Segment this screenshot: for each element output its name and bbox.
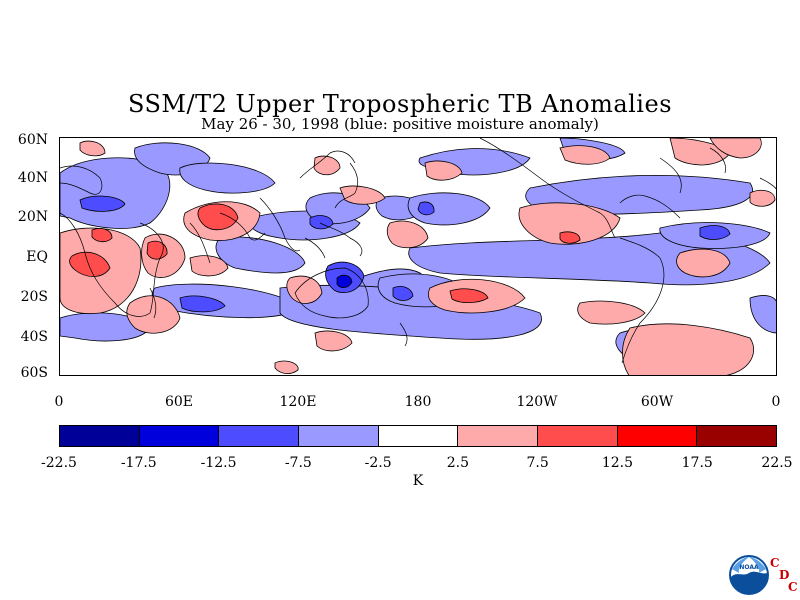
lat-label-40s: 40S <box>20 329 48 345</box>
colorbar-tick-label: -12.5 <box>200 455 237 471</box>
colorbar-tick-label: 22.5 <box>761 455 793 471</box>
colorbar-tick-label: -22.5 <box>41 455 77 471</box>
lon-label-120w: 120W <box>516 394 558 410</box>
lon-label-60w: 60W <box>640 394 674 410</box>
lon-label-0-east: 0 <box>771 394 781 410</box>
colorbar-tick-label: -17.5 <box>120 455 157 471</box>
lat-label-40n: 40N <box>17 170 48 186</box>
colorbar-tick-label: 7.5 <box>526 455 549 471</box>
colorbar-tick-label: 2.5 <box>446 455 470 471</box>
lat-label-20n: 20N <box>17 209 48 225</box>
lat-label-60s: 60S <box>20 365 48 381</box>
lat-label-eq: EQ <box>26 249 48 265</box>
chart-subtitle: May 26 - 30, 1998 (blue: positive moistu… <box>201 115 599 133</box>
chart-title: SSM/T2 Upper Tropospheric TB Anomalies <box>127 90 673 118</box>
dark-blue-anomaly-core <box>336 274 353 288</box>
lon-label-0: 0 <box>54 394 64 410</box>
noaa-logo-text: NOAA <box>739 564 759 571</box>
colorbar-swatch <box>458 426 539 446</box>
colorbar <box>59 425 777 447</box>
colorbar-units: K <box>412 473 424 489</box>
colorbar-swatch <box>617 426 698 446</box>
colorbar-swatch <box>139 426 220 446</box>
lon-label-120e: 120E <box>279 394 317 410</box>
continent-outlines <box>60 138 776 364</box>
lat-label-60n: 60N <box>17 132 48 148</box>
cdc-letter-c1: C <box>770 556 780 570</box>
colorbar-tick-label: -2.5 <box>364 455 392 471</box>
red-anomaly-regions <box>60 138 776 375</box>
lon-label-180: 180 <box>404 394 432 410</box>
colorbar-swatch <box>378 426 459 446</box>
cdc-letter-d: D <box>779 568 790 582</box>
colorbar-swatch <box>697 426 777 446</box>
colorbar-swatch <box>60 426 140 446</box>
medium-red-anomaly-cores <box>69 203 581 304</box>
anomaly-map <box>59 137 777 376</box>
colorbar-swatch <box>299 426 379 446</box>
colorbar-tick-label: 17.5 <box>681 455 713 471</box>
colorbar-tick-label: -7.5 <box>284 455 312 471</box>
lon-label-60e: 60E <box>164 394 194 410</box>
noaa-logo-icon: NOAA <box>729 555 769 595</box>
colorbar-swatch <box>538 426 618 446</box>
colorbar-tick-label: 12.5 <box>601 455 634 471</box>
colorbar-swatch <box>219 426 300 446</box>
cdc-letter-c2: C <box>788 580 798 594</box>
lat-label-20s: 20S <box>20 289 48 305</box>
